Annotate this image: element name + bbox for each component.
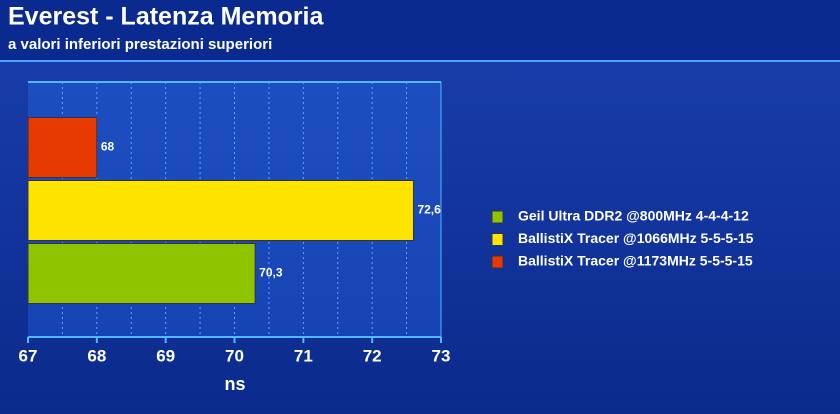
x-tick-label: 72 — [363, 346, 382, 365]
value-label: 68 — [101, 140, 115, 154]
chart-subtitle: a valori inferiori prestazioni superiori — [8, 36, 272, 53]
legend-swatch — [491, 255, 504, 269]
bar — [27, 243, 256, 304]
chart-title: Everest - Latenza Memoria — [8, 3, 324, 31]
x-tick-label: 69 — [156, 346, 175, 365]
x-tick-label: 73 — [432, 346, 451, 365]
legend-label: BallistiX Tracer @1066MHz 5-5-5-15 — [518, 230, 754, 246]
legend-swatch — [491, 233, 504, 246]
legend-label: BallistiX Tracer @1173MHz 5-5-5-15 — [518, 253, 753, 269]
x-tick-label: 68 — [87, 346, 106, 365]
bar — [27, 180, 414, 241]
value-label: 72,6 — [417, 203, 441, 217]
legend-swatch — [491, 210, 504, 224]
bar — [27, 117, 98, 178]
x-tick-label: 70 — [225, 346, 244, 365]
legend-label: Geil Ultra DDR2 @800MHz 4-4-4-12 — [518, 208, 749, 224]
header — [0, 0, 840, 60]
x-axis-title: ns — [224, 374, 245, 394]
x-tick-label: 67 — [19, 346, 38, 365]
value-label: 70,3 — [259, 266, 283, 280]
x-tick-label: 71 — [294, 346, 313, 365]
